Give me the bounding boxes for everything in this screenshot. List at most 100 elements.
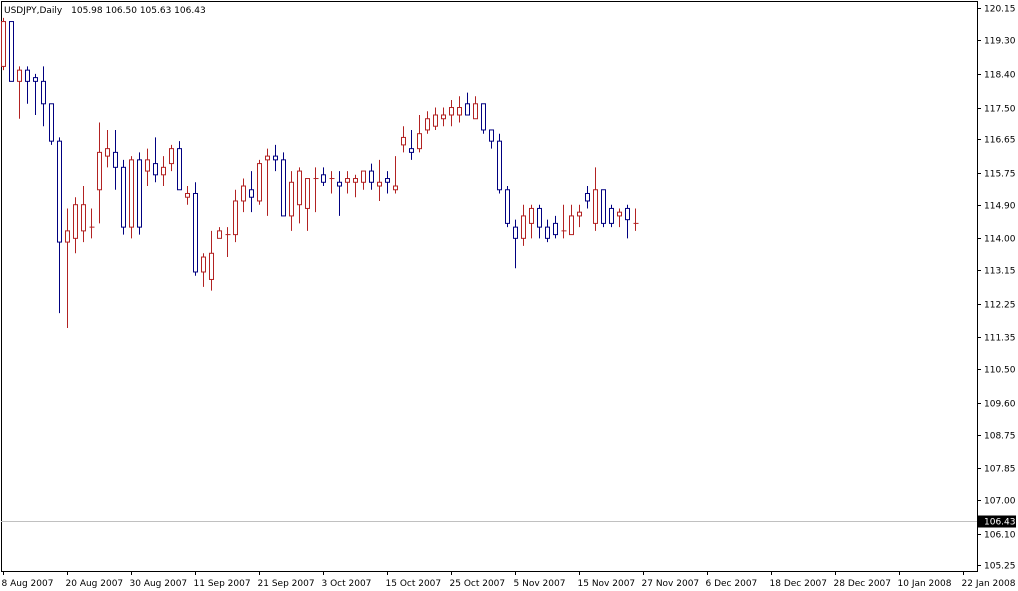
y-tick-label: 105.25 [984,562,1016,572]
x-tick-label: 22 Jan 2008 [962,579,1016,589]
candle [369,163,374,190]
x-tick-label: 8 Aug 2007 [2,579,54,589]
candle [217,227,222,239]
candle-body [585,192,590,202]
candle-body [321,174,326,183]
candle-body [105,148,110,157]
candle [449,100,454,127]
symbol-label: USDJPY,Daily [4,6,63,16]
candle-body [441,114,446,120]
candle-body [393,185,398,191]
y-tick-label: 106.10 [984,531,1016,541]
y-tick-label: 110.50 [984,366,1016,376]
candle-body [145,159,150,172]
candle [97,122,102,224]
x-tick-label: 30 Aug 2007 [130,579,188,589]
candle-body [521,215,526,239]
candle-body [49,103,54,142]
candle-body [57,140,62,243]
candle [577,204,582,228]
candle [521,204,526,246]
y-tick-label: 114.00 [984,235,1016,245]
candle [305,178,310,231]
x-tick-label: 3 Oct 2007 [322,579,372,589]
candle [313,167,319,213]
candle-body [497,140,502,191]
candle-body [481,103,486,131]
candle [321,167,326,187]
y-tick-label: 108.75 [984,432,1016,442]
candle-body [153,163,158,176]
candle [433,107,438,130]
x-tick-label: 21 Sep 2007 [258,579,315,589]
candle [489,129,494,149]
x-tick-label: 11 Sep 2007 [194,579,251,589]
candle [1,17,6,71]
candle [513,219,518,269]
candle [537,204,542,239]
candle [457,96,462,123]
candle-body [17,69,22,82]
candle [401,126,406,153]
candle [161,156,166,187]
y-tick-label: 107.85 [984,465,1016,475]
candle-body [401,136,406,146]
x-tick-label: 20 Aug 2007 [66,579,124,589]
candle-body [217,230,222,239]
candle [569,204,574,236]
candle-body [65,230,70,243]
candle-body [577,211,582,217]
candle [249,171,254,213]
candle [137,152,142,235]
candle [65,208,70,329]
candle [497,133,502,194]
candle-body [593,189,598,224]
candle [209,230,214,291]
candle-body [265,155,270,161]
candle [281,152,286,217]
candle-body [25,69,30,82]
candle [201,253,206,287]
candle [417,115,422,153]
candle-body [33,77,38,82]
candle-body [233,200,238,236]
candle-body [569,215,574,236]
candle [177,141,182,191]
candle [425,111,430,134]
candle [609,204,614,228]
y-tick-label: 114.90 [984,202,1016,212]
x-tick-label: 5 Nov 2007 [514,579,566,589]
candle-body [601,189,606,224]
candle-body [1,21,6,67]
candle [601,189,606,228]
candle-body [185,192,190,198]
candle [273,144,278,172]
candle [105,129,110,168]
candle-body [489,129,494,142]
candle-body [409,148,414,153]
candle-body [377,181,382,187]
candle [633,208,639,231]
candle [153,137,158,183]
candle [241,178,246,213]
candle-body [369,170,374,183]
candle [193,182,198,276]
candle [441,107,446,127]
candle [561,204,567,239]
candle [393,156,398,194]
y-tick-label: 115.75 [984,170,1016,180]
candle-body [625,207,630,221]
x-tick-label: 15 Oct 2007 [386,579,442,589]
candle-body [553,222,558,236]
time-axis: 8 Aug 2007 20 Aug 2007 30 Aug 2007 11 Sep 2… [2,571,1016,589]
candle-body [281,159,286,217]
candle-body [513,226,518,239]
candle [409,129,414,160]
x-tick-label: 28 Dec 2007 [834,579,892,589]
candle [169,144,174,172]
candle-body [97,151,102,191]
x-tick-label: 15 Nov 2007 [578,579,636,589]
y-tick-label: 113.15 [984,267,1016,277]
candle-body [289,181,294,217]
candle-body [201,256,206,273]
